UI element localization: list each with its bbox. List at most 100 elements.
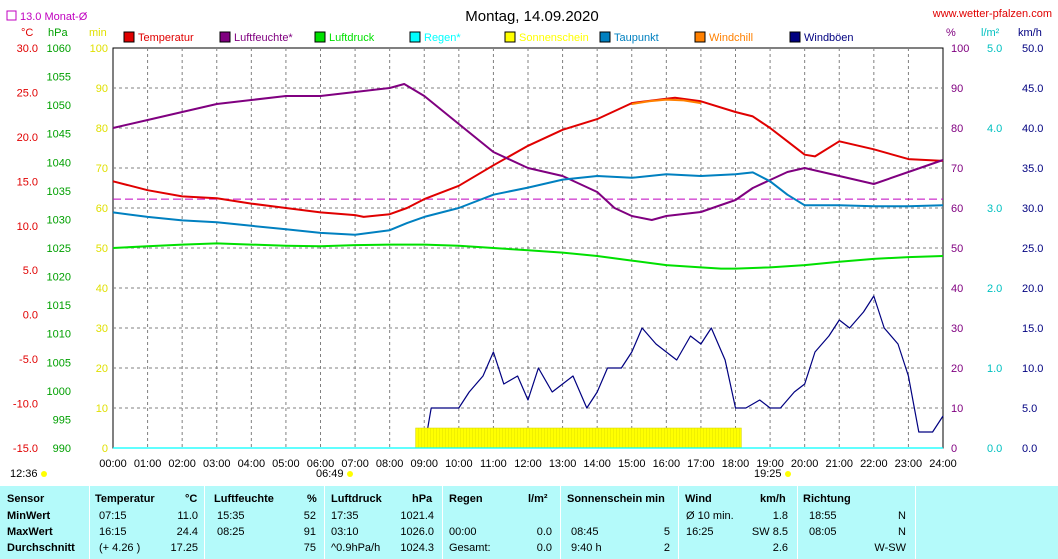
- stats-header-rain-unit: l/m²: [528, 493, 548, 505]
- temp-tick-label: 10.0: [17, 221, 38, 233]
- minutes-tick-label: 10: [96, 403, 108, 415]
- stats-cell-p-time: ^0.9hPa/h: [331, 542, 381, 554]
- temp-tick-label: 5.0: [23, 265, 38, 277]
- stats-cell-s-time: 9:40 h: [571, 542, 602, 554]
- minutes-tick-label: 100: [90, 43, 108, 55]
- legend-label: Windböen: [804, 32, 854, 44]
- x-tick-label: 15:00: [618, 458, 646, 470]
- pressure-tick-label: 1045: [47, 129, 71, 141]
- chart-series: [112, 83, 944, 449]
- stats-header-wind: Wind: [685, 493, 712, 505]
- stats-header-press: Luftdruck: [331, 493, 382, 505]
- minutes-tick-label: 30: [96, 323, 108, 335]
- stats-cell-d-val: N: [898, 510, 906, 522]
- stats-cell-p-time: 17:35: [331, 510, 359, 522]
- rain-tick-label: 4.0: [987, 123, 1002, 135]
- x-tick-label: 05:00: [272, 458, 300, 470]
- stats-cell-label: MaxWert: [7, 526, 53, 538]
- pressure-tick-label: 1040: [47, 157, 71, 169]
- rain-tick-label: 1.0: [987, 363, 1002, 375]
- stats-cell-p-time: 03:10: [331, 526, 359, 538]
- legend-swatch: [504, 31, 516, 43]
- pressure-tick-label: 1030: [47, 214, 71, 226]
- stats-cell-t-time: 16:15: [99, 526, 127, 538]
- x-tick-label: 16:00: [653, 458, 681, 470]
- rain-tick-label: 0.0: [987, 443, 1002, 455]
- minutes-tick-label: 60: [96, 203, 108, 215]
- x-tick-label: 13:00: [549, 458, 577, 470]
- stats-cell-r-time: 00:00: [449, 526, 477, 538]
- stats-cell-h-val: 91: [303, 526, 316, 538]
- percent-tick-label: 90: [951, 83, 963, 95]
- temp-tick-label: -10.0: [13, 399, 38, 411]
- stats-cell-w-val: SW 8.5: [751, 526, 788, 538]
- stats-cell-r-time: Gesamt:: [449, 542, 491, 554]
- stats-cell-p-val: 1024.3: [400, 542, 434, 554]
- stats-header-temp-unit: °C: [185, 493, 198, 505]
- minutes-tick-label: 0: [102, 443, 108, 455]
- percent-tick-label: 10: [951, 403, 963, 415]
- legend-item-luftfeuchte: Luftfeuchte*: [219, 31, 293, 44]
- stats-header-sun: Sonnenschein min: [567, 493, 665, 505]
- legend-swatch: [314, 31, 326, 43]
- minutes-tick-label: 80: [96, 123, 108, 135]
- pressure-tick-label: 1060: [47, 43, 71, 55]
- unit-temp: °C: [21, 27, 33, 39]
- legend-item-regen: Regen*: [409, 31, 461, 44]
- moon-icon: [41, 471, 47, 477]
- stats-cell-d-time: 18:55: [809, 510, 837, 522]
- pressure-tick-label: 1025: [47, 243, 71, 255]
- stats-cell-r-val: 0.0: [536, 542, 552, 554]
- unit-min: min: [89, 27, 107, 39]
- series-line-windböen: [423, 295, 944, 449]
- temp-tick-label: -15.0: [13, 443, 38, 455]
- x-tick-label: 06:00: [307, 458, 335, 470]
- pressure-tick-label: 1035: [47, 186, 71, 198]
- temp-tick-label: -5.0: [19, 354, 38, 366]
- stats-cell-w-val: 1.8: [772, 510, 788, 522]
- x-tick-label: 22:00: [860, 458, 888, 470]
- unit-pct: %: [946, 27, 956, 39]
- x-tick-label: 07:00: [341, 458, 369, 470]
- chart-title: Montag, 14.09.2020: [465, 8, 598, 25]
- percent-tick-label: 50: [951, 243, 963, 255]
- stats-cell-d-val: W-SW: [874, 542, 906, 554]
- percent-tick-label: 70: [951, 163, 963, 175]
- series-line-taupunkt: [112, 171, 944, 236]
- stats-cell-label: Durchschnitt: [7, 542, 75, 554]
- minutes-tick-label: 50: [96, 243, 108, 255]
- stats-cell-r-val: 0.0: [536, 526, 552, 538]
- weather-chart: 30.0 25.0 20.0 15.0 10.0 5.0 0.0 -5.0 -10.0 -15.0…: [6, 8, 1052, 480]
- temp-tick-label: 15.0: [17, 176, 38, 188]
- legend-swatch: [219, 31, 231, 43]
- wind-tick-label: 25.0: [1022, 243, 1043, 255]
- legend-label: Regen*: [424, 32, 461, 44]
- stats-cell-w-time: 16:25: [686, 526, 714, 538]
- temp-tick-label: 0.0: [23, 310, 38, 322]
- x-tick-label: 18:00: [722, 458, 750, 470]
- chart-grid: [112, 47, 944, 449]
- x-tick-label: 03:00: [203, 458, 231, 470]
- legend-swatch: [694, 31, 706, 43]
- sunrise-icon: [347, 471, 353, 477]
- temp-tick-label: 30.0: [17, 43, 38, 55]
- percent-tick-label: 40: [951, 283, 963, 295]
- stats-header-hum: Luftfeuchte: [214, 493, 274, 505]
- wind-tick-label: 5.0: [1022, 403, 1037, 415]
- pressure-tick-label: 1015: [47, 300, 71, 312]
- x-tick-label: 14:00: [583, 458, 611, 470]
- x-tick-label: 17:00: [687, 458, 715, 470]
- minutes-tick-label: 90: [96, 83, 108, 95]
- legend-swatch: [123, 31, 135, 43]
- legend-item-sonnenschein: Sonnenschein: [504, 31, 589, 44]
- legend-label: Temperatur: [138, 32, 194, 44]
- legend-item-windchill: Windchill: [694, 31, 753, 44]
- wind-tick-label: 30.0: [1022, 203, 1043, 215]
- stats-cell-h-val: 75: [303, 542, 316, 554]
- stats-header-hum-unit: %: [307, 493, 317, 505]
- unit-rain: l/m²: [981, 27, 1000, 39]
- pressure-tick-label: 995: [53, 414, 71, 426]
- sunrise-time: 06:49: [316, 468, 344, 480]
- minutes-tick-label: 70: [96, 163, 108, 175]
- series-line-temperatur: [112, 96, 944, 218]
